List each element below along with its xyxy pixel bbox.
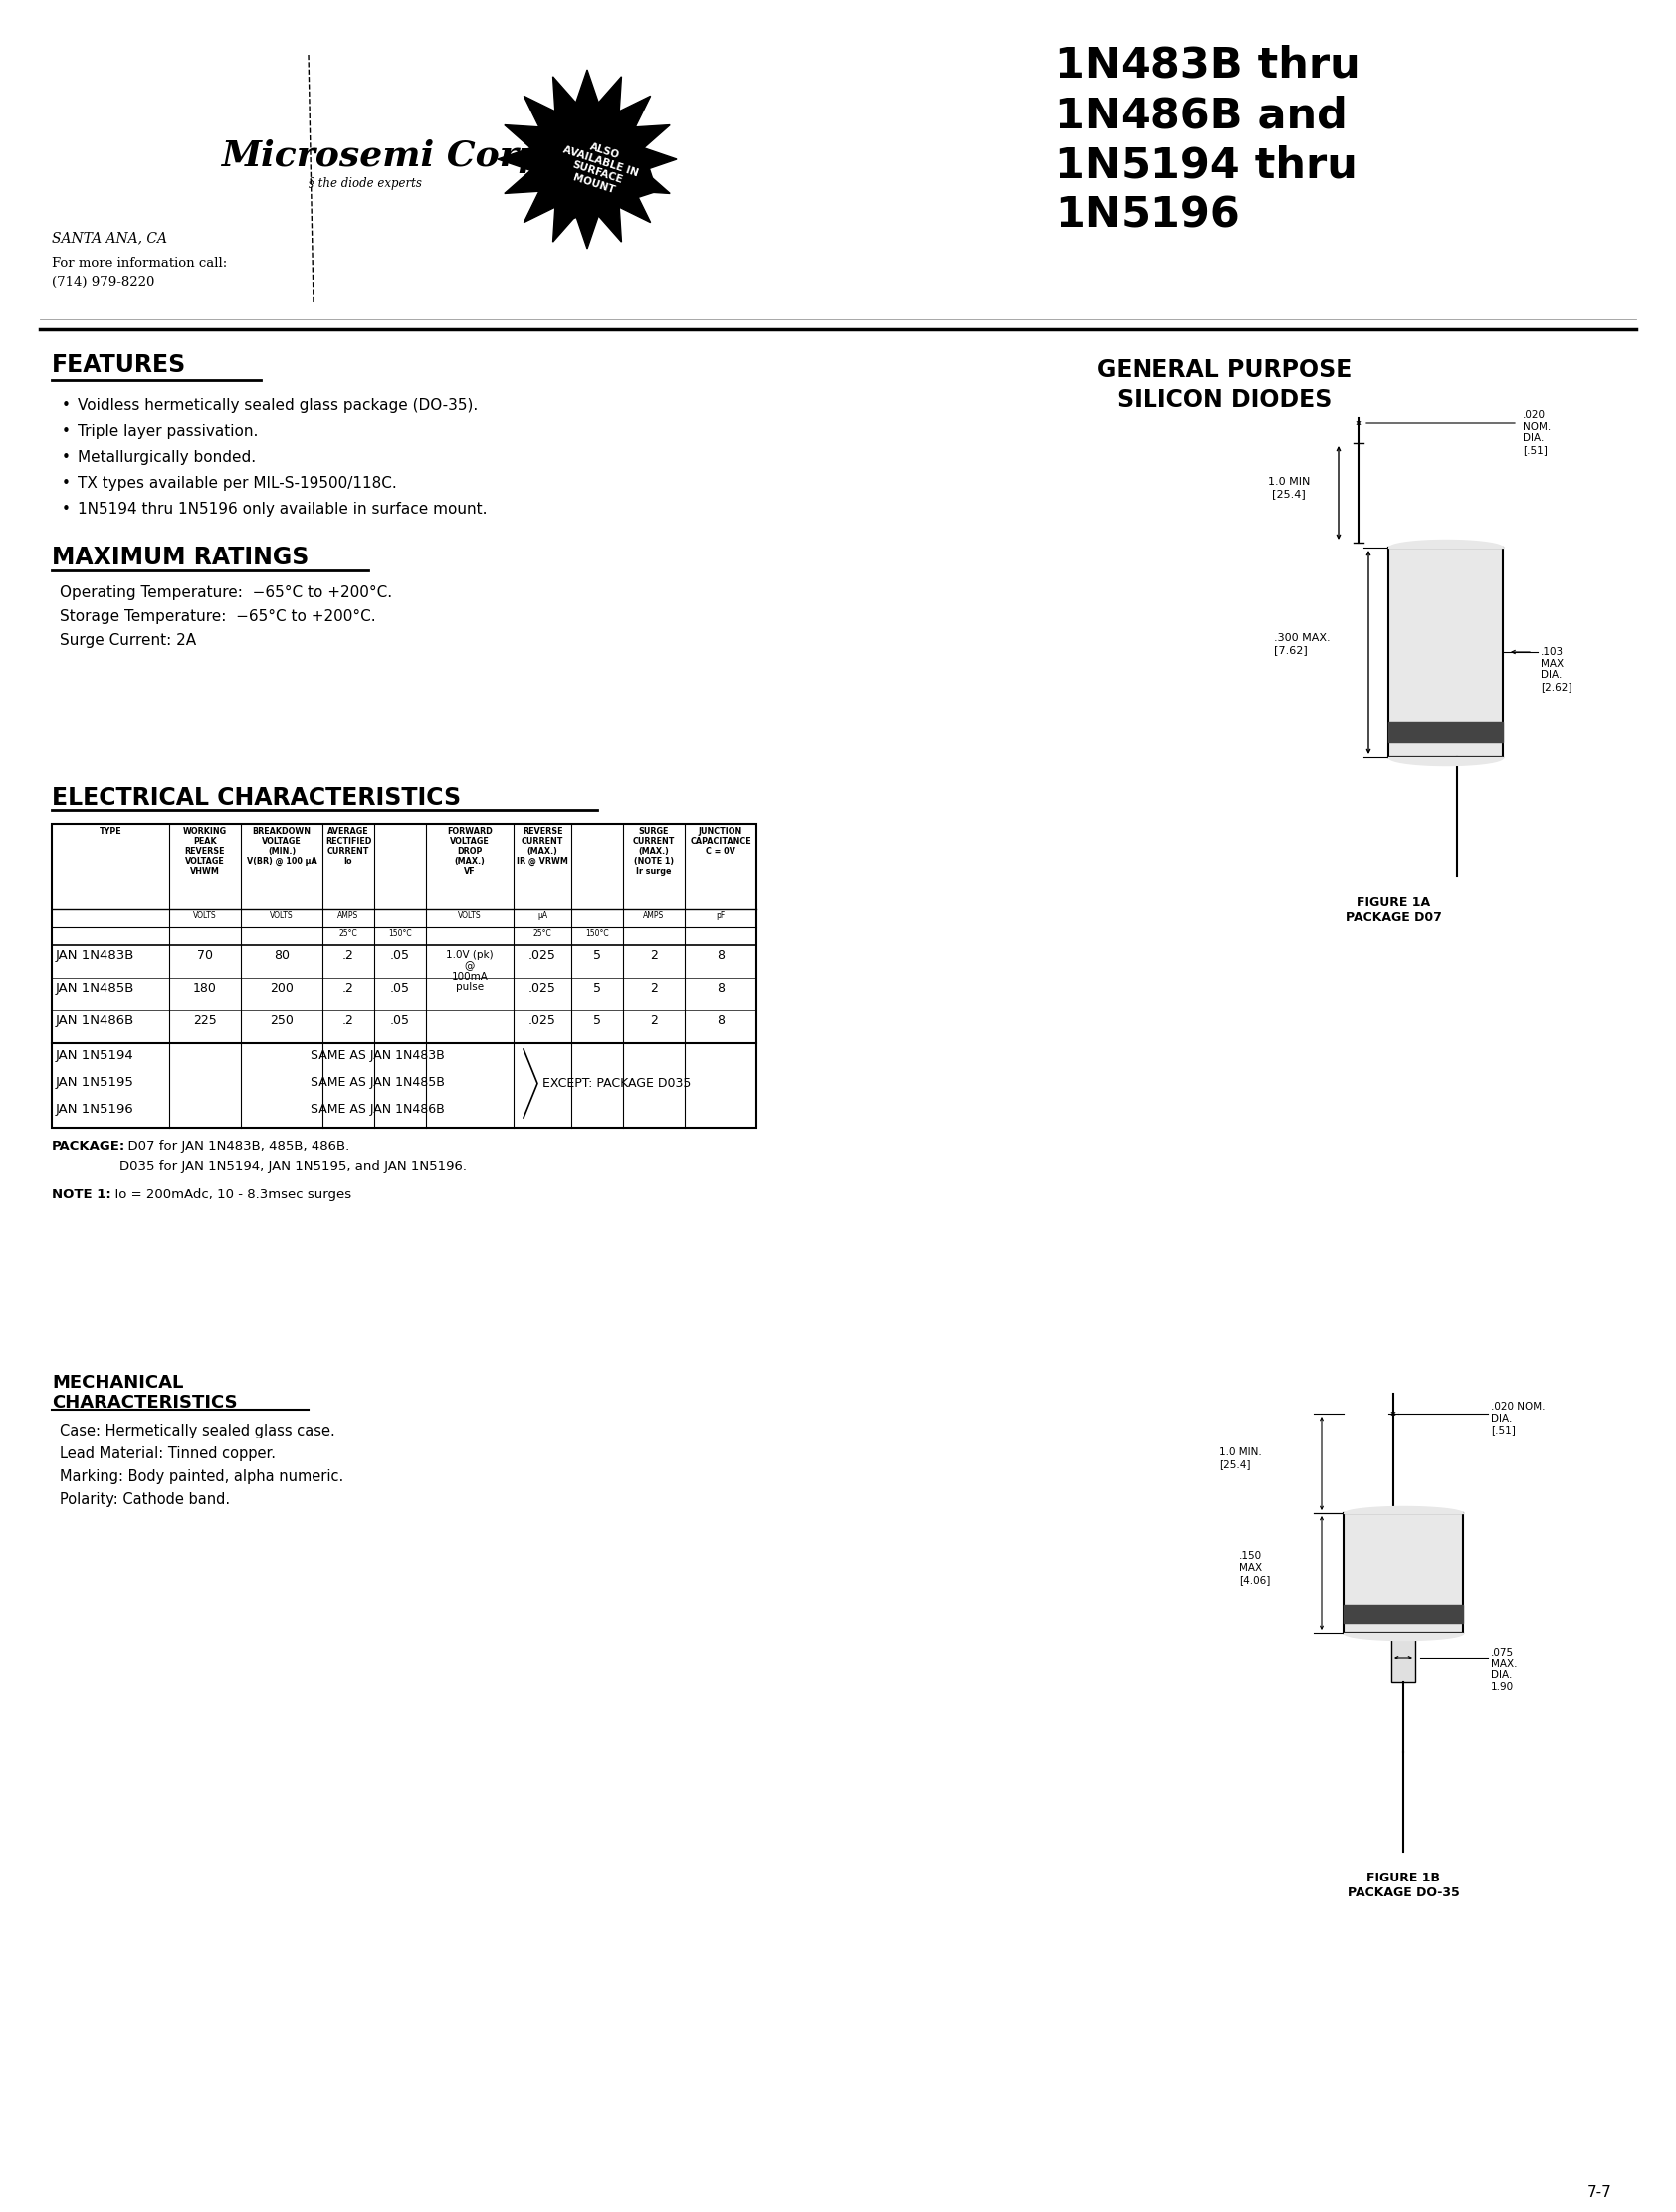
Text: JAN 1N5195: JAN 1N5195 <box>55 1075 134 1088</box>
Text: .025: .025 <box>528 1015 556 1026</box>
Text: SAME AS JAN 1N483B: SAME AS JAN 1N483B <box>310 1048 444 1062</box>
Text: 1.0 MIN.
[25.4]: 1.0 MIN. [25.4] <box>1218 1447 1262 1469</box>
Text: AMPS: AMPS <box>644 911 664 920</box>
Text: 5: 5 <box>593 982 602 995</box>
Polygon shape <box>498 71 677 250</box>
Text: .025: .025 <box>528 982 556 995</box>
Text: NOTE 1:: NOTE 1: <box>52 1188 111 1201</box>
Text: μA: μA <box>538 911 548 920</box>
Text: 2: 2 <box>650 949 657 962</box>
Text: AMPS: AMPS <box>339 911 359 920</box>
Text: .075
MAX.
DIA.
1.90: .075 MAX. DIA. 1.90 <box>1492 1648 1517 1692</box>
Text: .103
MAX
DIA.
[2.62]: .103 MAX DIA. [2.62] <box>1540 648 1572 692</box>
Text: JUNCTION
CAPACITANCE
C = 0V: JUNCTION CAPACITANCE C = 0V <box>691 827 751 856</box>
Text: Metallurgically bonded.: Metallurgically bonded. <box>77 449 256 465</box>
Text: .05: .05 <box>391 982 411 995</box>
Text: Surge Current: 2A: Surge Current: 2A <box>60 633 196 648</box>
Text: TYPE: TYPE <box>99 827 122 836</box>
Text: 80: 80 <box>273 949 290 962</box>
Text: Microsemi Corp.: Microsemi Corp. <box>221 139 556 173</box>
Text: 1N5194 thru 1N5196 only available in surface mount.: 1N5194 thru 1N5196 only available in sur… <box>77 502 488 518</box>
Text: 150°C: 150°C <box>585 929 608 938</box>
Text: 2: 2 <box>650 982 657 995</box>
Text: JAN 1N486B: JAN 1N486B <box>55 1015 134 1026</box>
Text: 25°C: 25°C <box>339 929 357 938</box>
Text: 70: 70 <box>198 949 213 962</box>
Text: SANTA ANA, CA: SANTA ANA, CA <box>52 230 168 246</box>
Polygon shape <box>541 113 657 221</box>
Text: Io = 200mAdc, 10 - 8.3msec surges: Io = 200mAdc, 10 - 8.3msec surges <box>107 1188 352 1201</box>
Text: Voidless hermetically sealed glass package (DO-35).: Voidless hermetically sealed glass packa… <box>77 398 478 414</box>
Text: Operating Temperature:  −65°C to +200°C.: Operating Temperature: −65°C to +200°C. <box>60 586 392 599</box>
Text: GENERAL PURPOSE
SILICON DIODES: GENERAL PURPOSE SILICON DIODES <box>1096 358 1353 411</box>
Text: SAME AS JAN 1N485B: SAME AS JAN 1N485B <box>310 1075 444 1088</box>
Text: TX types available per MIL-S-19500/118C.: TX types available per MIL-S-19500/118C. <box>77 476 397 491</box>
Text: 250: 250 <box>270 1015 293 1026</box>
Text: JAN 1N485B: JAN 1N485B <box>55 982 134 995</box>
Text: Triple layer passivation.: Triple layer passivation. <box>77 425 258 438</box>
Text: § the diode experts: § the diode experts <box>308 177 422 190</box>
Text: .2: .2 <box>342 949 354 962</box>
Text: .05: .05 <box>391 949 411 962</box>
Text: D035 for JAN 1N5194, JAN 1N5195, and JAN 1N5196.: D035 for JAN 1N5194, JAN 1N5195, and JAN… <box>119 1159 468 1172</box>
Text: 1.0V (pk)
@
100mA
pulse: 1.0V (pk) @ 100mA pulse <box>446 949 493 991</box>
Text: .2: .2 <box>342 1015 354 1026</box>
Text: CHARACTERISTICS: CHARACTERISTICS <box>52 1394 238 1411</box>
Text: D07 for JAN 1N483B, 485B, 486B.: D07 for JAN 1N483B, 485B, 486B. <box>119 1139 350 1152</box>
Text: 2: 2 <box>650 1015 657 1026</box>
Text: •: • <box>62 398 70 414</box>
Text: •: • <box>62 425 70 438</box>
Text: JAN 1N5196: JAN 1N5196 <box>55 1104 134 1117</box>
Text: 8: 8 <box>717 982 724 995</box>
Text: pF: pF <box>716 911 726 920</box>
Text: MECHANICAL: MECHANICAL <box>52 1374 183 1391</box>
Text: VOLTS: VOLTS <box>458 911 481 920</box>
Text: SURGE
CURRENT
(MAX.)
(NOTE 1)
Ir surge: SURGE CURRENT (MAX.) (NOTE 1) Ir surge <box>634 827 675 876</box>
Text: .025: .025 <box>528 949 556 962</box>
Text: 150°C: 150°C <box>389 929 412 938</box>
Text: .150
MAX
[4.06]: .150 MAX [4.06] <box>1239 1551 1270 1584</box>
Text: VOLTS: VOLTS <box>270 911 293 920</box>
Text: ELECTRICAL CHARACTERISTICS: ELECTRICAL CHARACTERISTICS <box>52 787 461 810</box>
Bar <box>1388 549 1503 757</box>
Bar <box>52 825 756 1128</box>
Text: BREAKDOWN
VOLTAGE
(MIN.)
V(BR) @ 100 μA: BREAKDOWN VOLTAGE (MIN.) V(BR) @ 100 μA <box>246 827 317 867</box>
Text: .2: .2 <box>342 982 354 995</box>
Text: 225: 225 <box>193 1015 216 1026</box>
Text: JAN 1N5194: JAN 1N5194 <box>55 1048 134 1062</box>
Text: AVERAGE
RECTIFIED
CURRENT
Io: AVERAGE RECTIFIED CURRENT Io <box>325 827 372 867</box>
Text: 1.0 MIN
[25.4]: 1.0 MIN [25.4] <box>1267 478 1311 498</box>
Text: 5: 5 <box>593 1015 602 1026</box>
Text: 180: 180 <box>193 982 216 995</box>
Text: 25°C: 25°C <box>533 929 551 938</box>
Text: (714) 979-8220: (714) 979-8220 <box>52 276 154 290</box>
Text: FIGURE 1A
PACKAGE D07: FIGURE 1A PACKAGE D07 <box>1346 896 1441 925</box>
Text: 8: 8 <box>717 1015 724 1026</box>
Bar <box>1344 1513 1463 1632</box>
Text: Lead Material: Tinned copper.: Lead Material: Tinned copper. <box>60 1447 275 1462</box>
Text: •: • <box>62 476 70 491</box>
Text: .05: .05 <box>391 1015 411 1026</box>
Bar <box>1391 1632 1415 1683</box>
Text: 5: 5 <box>593 949 602 962</box>
Text: Storage Temperature:  −65°C to +200°C.: Storage Temperature: −65°C to +200°C. <box>60 608 375 624</box>
Text: Polarity: Cathode band.: Polarity: Cathode band. <box>60 1493 230 1506</box>
Text: FEATURES: FEATURES <box>52 354 186 378</box>
Text: MAXIMUM RATINGS: MAXIMUM RATINGS <box>52 546 308 568</box>
Text: .020
NOM.
DIA.
[.51]: .020 NOM. DIA. [.51] <box>1523 409 1550 456</box>
Text: .020 NOM.
DIA.
[.51]: .020 NOM. DIA. [.51] <box>1492 1402 1545 1436</box>
Text: 8: 8 <box>717 949 724 962</box>
Text: FORWARD
VOLTAGE
DROP
(MAX.)
VF: FORWARD VOLTAGE DROP (MAX.) VF <box>447 827 493 876</box>
Text: REVERSE
CURRENT
(MAX.)
IR @ VRWM: REVERSE CURRENT (MAX.) IR @ VRWM <box>516 827 568 867</box>
Text: •: • <box>62 449 70 465</box>
Text: •: • <box>62 502 70 518</box>
Text: EXCEPT: PACKAGE D035: EXCEPT: PACKAGE D035 <box>543 1077 691 1091</box>
Text: VOLTS: VOLTS <box>193 911 216 920</box>
Text: 200: 200 <box>270 982 293 995</box>
Text: SAME AS JAN 1N486B: SAME AS JAN 1N486B <box>310 1104 444 1117</box>
Text: Case: Hermetically sealed glass case.: Case: Hermetically sealed glass case. <box>60 1425 335 1438</box>
Text: ALSO
AVAILABLE IN
SURFACE
MOUNT: ALSO AVAILABLE IN SURFACE MOUNT <box>555 135 644 201</box>
Text: .300 MAX.
[7.62]: .300 MAX. [7.62] <box>1274 633 1331 655</box>
Text: FIGURE 1B
PACKAGE DO-35: FIGURE 1B PACKAGE DO-35 <box>1348 1871 1460 1900</box>
Text: 1N483B thru
1N486B and
1N5194 thru
1N5196: 1N483B thru 1N486B and 1N5194 thru 1N519… <box>1054 44 1361 237</box>
